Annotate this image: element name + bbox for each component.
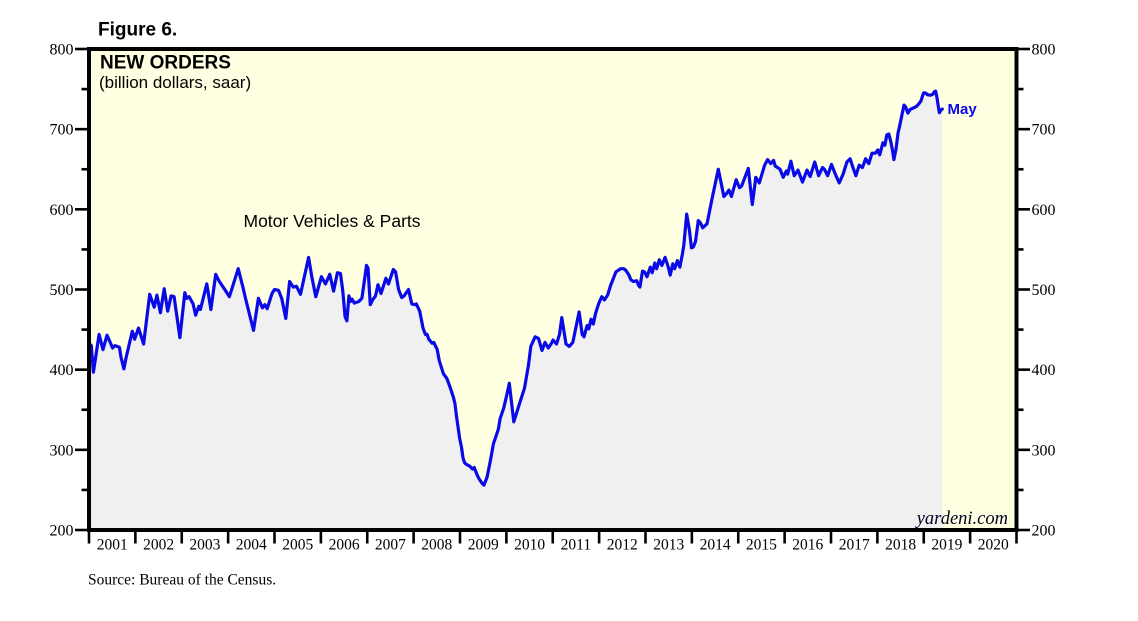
svg-text:2016: 2016 bbox=[792, 537, 823, 554]
svg-text:NEW ORDERS: NEW ORDERS bbox=[100, 53, 231, 74]
svg-text:600: 600 bbox=[1032, 202, 1056, 219]
svg-text:2015: 2015 bbox=[746, 537, 777, 554]
svg-text:800: 800 bbox=[50, 42, 74, 59]
svg-text:May: May bbox=[948, 101, 978, 118]
svg-text:2020: 2020 bbox=[978, 537, 1009, 554]
svg-text:2017: 2017 bbox=[839, 537, 870, 554]
svg-text:Figure 6.: Figure 6. bbox=[98, 20, 177, 41]
svg-text:800: 800 bbox=[1032, 42, 1056, 59]
svg-text:400: 400 bbox=[50, 362, 74, 379]
svg-text:2008: 2008 bbox=[421, 537, 452, 554]
svg-text:Motor Vehicles & Parts: Motor Vehicles & Parts bbox=[244, 211, 421, 231]
svg-text:700: 700 bbox=[1032, 122, 1056, 139]
svg-text:200: 200 bbox=[50, 523, 74, 540]
svg-text:2013: 2013 bbox=[653, 537, 684, 554]
svg-text:2010: 2010 bbox=[514, 537, 545, 554]
svg-text:2006: 2006 bbox=[329, 537, 360, 554]
svg-text:yardeni.com: yardeni.com bbox=[915, 509, 1008, 529]
svg-text:400: 400 bbox=[1032, 362, 1056, 379]
svg-text:2014: 2014 bbox=[700, 537, 731, 554]
svg-text:2009: 2009 bbox=[468, 537, 499, 554]
svg-text:2018: 2018 bbox=[885, 537, 916, 554]
svg-text:500: 500 bbox=[50, 282, 74, 299]
svg-text:2004: 2004 bbox=[236, 537, 267, 554]
svg-text:2012: 2012 bbox=[607, 537, 638, 554]
svg-text:2003: 2003 bbox=[189, 537, 220, 554]
svg-text:Source: Bureau of the Census.: Source: Bureau of the Census. bbox=[88, 572, 276, 589]
svg-text:2005: 2005 bbox=[282, 537, 313, 554]
svg-text:600: 600 bbox=[50, 202, 74, 219]
svg-text:200: 200 bbox=[1032, 523, 1056, 540]
svg-text:700: 700 bbox=[50, 122, 74, 139]
svg-text:500: 500 bbox=[1032, 282, 1056, 299]
svg-text:2001: 2001 bbox=[97, 537, 128, 554]
svg-text:2002: 2002 bbox=[143, 537, 174, 554]
svg-text:300: 300 bbox=[1032, 442, 1056, 459]
svg-text:2007: 2007 bbox=[375, 537, 406, 554]
svg-text:300: 300 bbox=[50, 442, 74, 459]
svg-text:(billion dollars, saar): (billion dollars, saar) bbox=[99, 73, 251, 92]
svg-text:2019: 2019 bbox=[931, 537, 962, 554]
svg-text:2011: 2011 bbox=[561, 537, 591, 554]
